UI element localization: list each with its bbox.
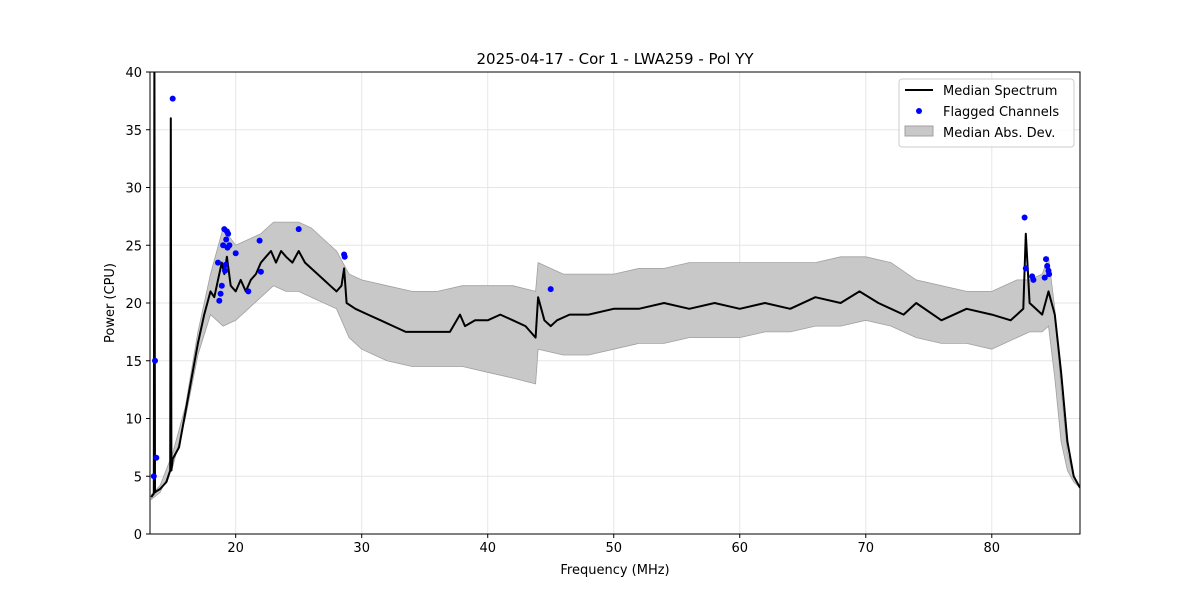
flagged-channel-point — [1044, 263, 1051, 269]
flagged-channel-point — [1041, 274, 1048, 281]
y-axis-label: Power (CPU) — [103, 263, 118, 343]
y-tick-label: 0 — [134, 528, 142, 543]
x-tick-label: 30 — [353, 541, 370, 556]
flagged-channel-point — [153, 454, 160, 461]
flagged-channel-point — [223, 236, 230, 243]
flagged-channel-point — [217, 290, 224, 297]
flagged-channel-point — [1030, 276, 1037, 283]
flagged-channel-point — [226, 242, 233, 249]
mad-band — [150, 221, 1080, 501]
y-tick-label: 35 — [125, 124, 142, 139]
legend-band-label: Median Abs. Dev. — [943, 126, 1055, 141]
x-tick-label: 40 — [479, 541, 496, 556]
flagged-channel-point — [225, 230, 232, 237]
flagged-channel-point — [222, 261, 229, 268]
flagged-channel-point — [169, 95, 176, 102]
x-tick-label: 70 — [857, 541, 874, 556]
data-layer — [150, 72, 1080, 501]
legend: Median Spectrum Flagged Channels Median … — [898, 78, 1075, 148]
flagged-channel-point — [150, 473, 157, 480]
flagged-channel-point — [1043, 256, 1049, 263]
y-tick-label: 40 — [125, 66, 142, 81]
flagged-channel-point — [256, 237, 263, 244]
median-spectrum-line — [150, 72, 1080, 498]
y-tick-label: 5 — [134, 470, 142, 485]
flagged-channel-point — [1046, 271, 1053, 278]
flagged-channel-point — [152, 357, 158, 364]
legend-flagged-swatch — [916, 108, 922, 114]
flagged-channel-point — [220, 242, 227, 249]
x-axis-label: Frequency (MHz) — [560, 563, 669, 578]
y-tick-label: 15 — [125, 355, 142, 370]
flagged-channel-point — [1022, 265, 1029, 272]
flagged-channel-point — [295, 226, 302, 233]
flagged-channel-point — [1021, 214, 1028, 221]
legend-flagged-label: Flagged Channels — [943, 105, 1059, 120]
flagged-channel-point — [218, 282, 225, 289]
flagged-channel-point — [232, 250, 239, 257]
y-tick-label: 10 — [125, 413, 142, 428]
y-tick-label: 30 — [125, 182, 142, 197]
legend-band-swatch — [904, 125, 934, 137]
x-tick-label: 60 — [731, 541, 748, 556]
flagged-channel-point — [257, 268, 264, 275]
x-tick-label: 50 — [605, 541, 622, 556]
flagged-channel-point — [216, 297, 223, 304]
x-tick-label: 20 — [227, 541, 244, 556]
legend-median-label: Median Spectrum — [943, 84, 1057, 99]
y-tick-label: 20 — [125, 297, 142, 312]
flagged-channel-point — [215, 259, 221, 266]
flagged-channel-point — [547, 286, 554, 293]
y-tick-label: 25 — [125, 239, 142, 254]
flagged-channel-point — [222, 267, 228, 274]
chart-title: 2025-04-17 - Cor 1 - LWA259 - Pol YY — [477, 50, 755, 68]
flagged-channel-point — [341, 253, 348, 260]
flagged-channel-point — [245, 288, 252, 295]
ticks: 20 30 40 50 60 70 80 0 5 10 15 20 25 30 35 40 — [125, 66, 1000, 556]
legend-box — [898, 78, 1075, 148]
x-tick-label: 80 — [984, 541, 1001, 556]
